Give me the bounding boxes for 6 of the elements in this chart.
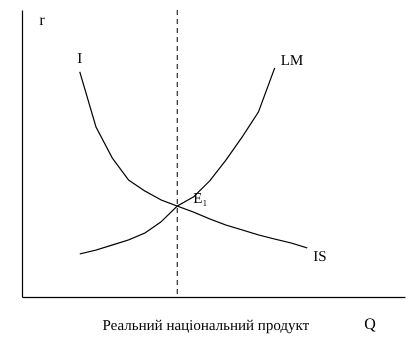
x-axis-title: Q [364, 316, 376, 333]
series-label: LM [280, 52, 304, 69]
text: I [77, 50, 82, 67]
text: Реальний національний продукт [102, 318, 310, 334]
series-label: IS [313, 248, 327, 265]
y-axis-title: r [39, 12, 46, 29]
